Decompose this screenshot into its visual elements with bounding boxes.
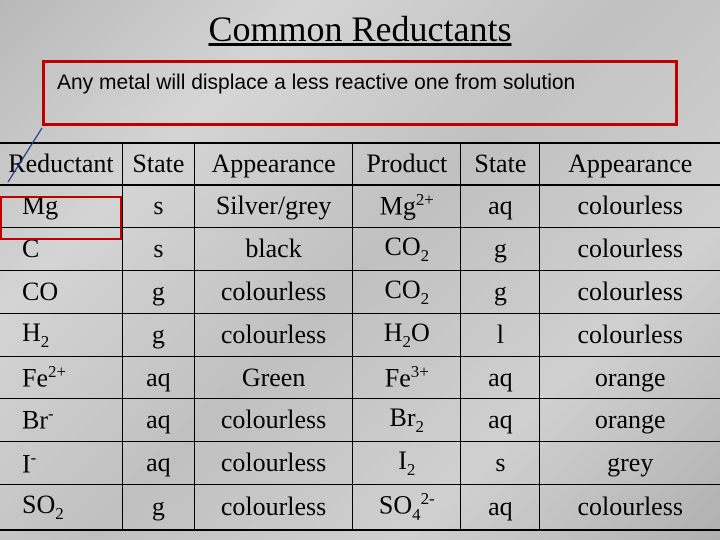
- cell-appearance2: colourless: [540, 485, 720, 530]
- cell-appearance2: grey: [540, 442, 720, 485]
- cell-product: SO42-: [353, 485, 461, 530]
- cell-product: CO2: [353, 227, 461, 270]
- cell-appearance1: colourless: [194, 313, 352, 356]
- cell-reductant: Fe2+: [0, 357, 122, 399]
- table-row: COgcolourlessCO2gcolourless: [0, 270, 720, 313]
- table-row: Fe2+aqGreenFe3+aqorange: [0, 357, 720, 399]
- cell-reductant: C: [0, 227, 122, 270]
- cell-state1: s: [122, 185, 194, 227]
- cell-appearance1: Green: [194, 357, 352, 399]
- col-appearance1: Appearance: [194, 143, 352, 185]
- col-product: Product: [353, 143, 461, 185]
- cell-state2: g: [461, 227, 540, 270]
- table-row: I-aqcolourlessI2sgrey: [0, 442, 720, 485]
- cell-product: Mg2+: [353, 185, 461, 227]
- cell-appearance2: colourless: [540, 227, 720, 270]
- cell-state2: l: [461, 313, 540, 356]
- cell-reductant: Br-: [0, 399, 122, 442]
- callout-text: Any metal will displace a less reactive …: [57, 71, 663, 95]
- table-row: CsblackCO2gcolourless: [0, 227, 720, 270]
- cell-product: CO2: [353, 270, 461, 313]
- col-state1: State: [122, 143, 194, 185]
- cell-state2: aq: [461, 485, 540, 530]
- cell-state1: g: [122, 313, 194, 356]
- page-title: Common Reductants: [0, 0, 720, 56]
- cell-state1: aq: [122, 442, 194, 485]
- cell-state1: aq: [122, 357, 194, 399]
- cell-product: Br2: [353, 399, 461, 442]
- cell-state1: s: [122, 227, 194, 270]
- reductants-table: Reductant State Appearance Product State…: [0, 142, 720, 531]
- cell-reductant: I-: [0, 442, 122, 485]
- cell-appearance1: Silver/grey: [194, 185, 352, 227]
- cell-state2: aq: [461, 399, 540, 442]
- cell-appearance1: colourless: [194, 270, 352, 313]
- cell-state2: s: [461, 442, 540, 485]
- cell-appearance2: colourless: [540, 270, 720, 313]
- cell-state2: aq: [461, 185, 540, 227]
- cell-reductant: SO2: [0, 485, 122, 530]
- cell-product: H2O: [353, 313, 461, 356]
- cell-appearance1: black: [194, 227, 352, 270]
- table-row: H2gcolourlessH2Olcolourless: [0, 313, 720, 356]
- cell-reductant: Mg: [0, 185, 122, 227]
- table-row: Br-aqcolourlessBr2aqorange: [0, 399, 720, 442]
- col-appearance2: Appearance: [540, 143, 720, 185]
- table-header-row: Reductant State Appearance Product State…: [0, 143, 720, 185]
- cell-product: I2: [353, 442, 461, 485]
- col-state2: State: [461, 143, 540, 185]
- cell-appearance1: colourless: [194, 442, 352, 485]
- cell-reductant: CO: [0, 270, 122, 313]
- cell-appearance2: colourless: [540, 313, 720, 356]
- col-reductant: Reductant: [0, 143, 122, 185]
- cell-state2: g: [461, 270, 540, 313]
- cell-appearance2: orange: [540, 357, 720, 399]
- callout-box: Any metal will displace a less reactive …: [42, 60, 678, 126]
- table-row: MgsSilver/greyMg2+aqcolourless: [0, 185, 720, 227]
- cell-appearance2: colourless: [540, 185, 720, 227]
- cell-state1: g: [122, 485, 194, 530]
- cell-product: Fe3+: [353, 357, 461, 399]
- cell-state2: aq: [461, 357, 540, 399]
- cell-appearance1: colourless: [194, 485, 352, 530]
- cell-appearance1: colourless: [194, 399, 352, 442]
- cell-state1: g: [122, 270, 194, 313]
- cell-state1: aq: [122, 399, 194, 442]
- cell-appearance2: orange: [540, 399, 720, 442]
- cell-reductant: H2: [0, 313, 122, 356]
- table-row: SO2gcolourlessSO42-aqcolourless: [0, 485, 720, 530]
